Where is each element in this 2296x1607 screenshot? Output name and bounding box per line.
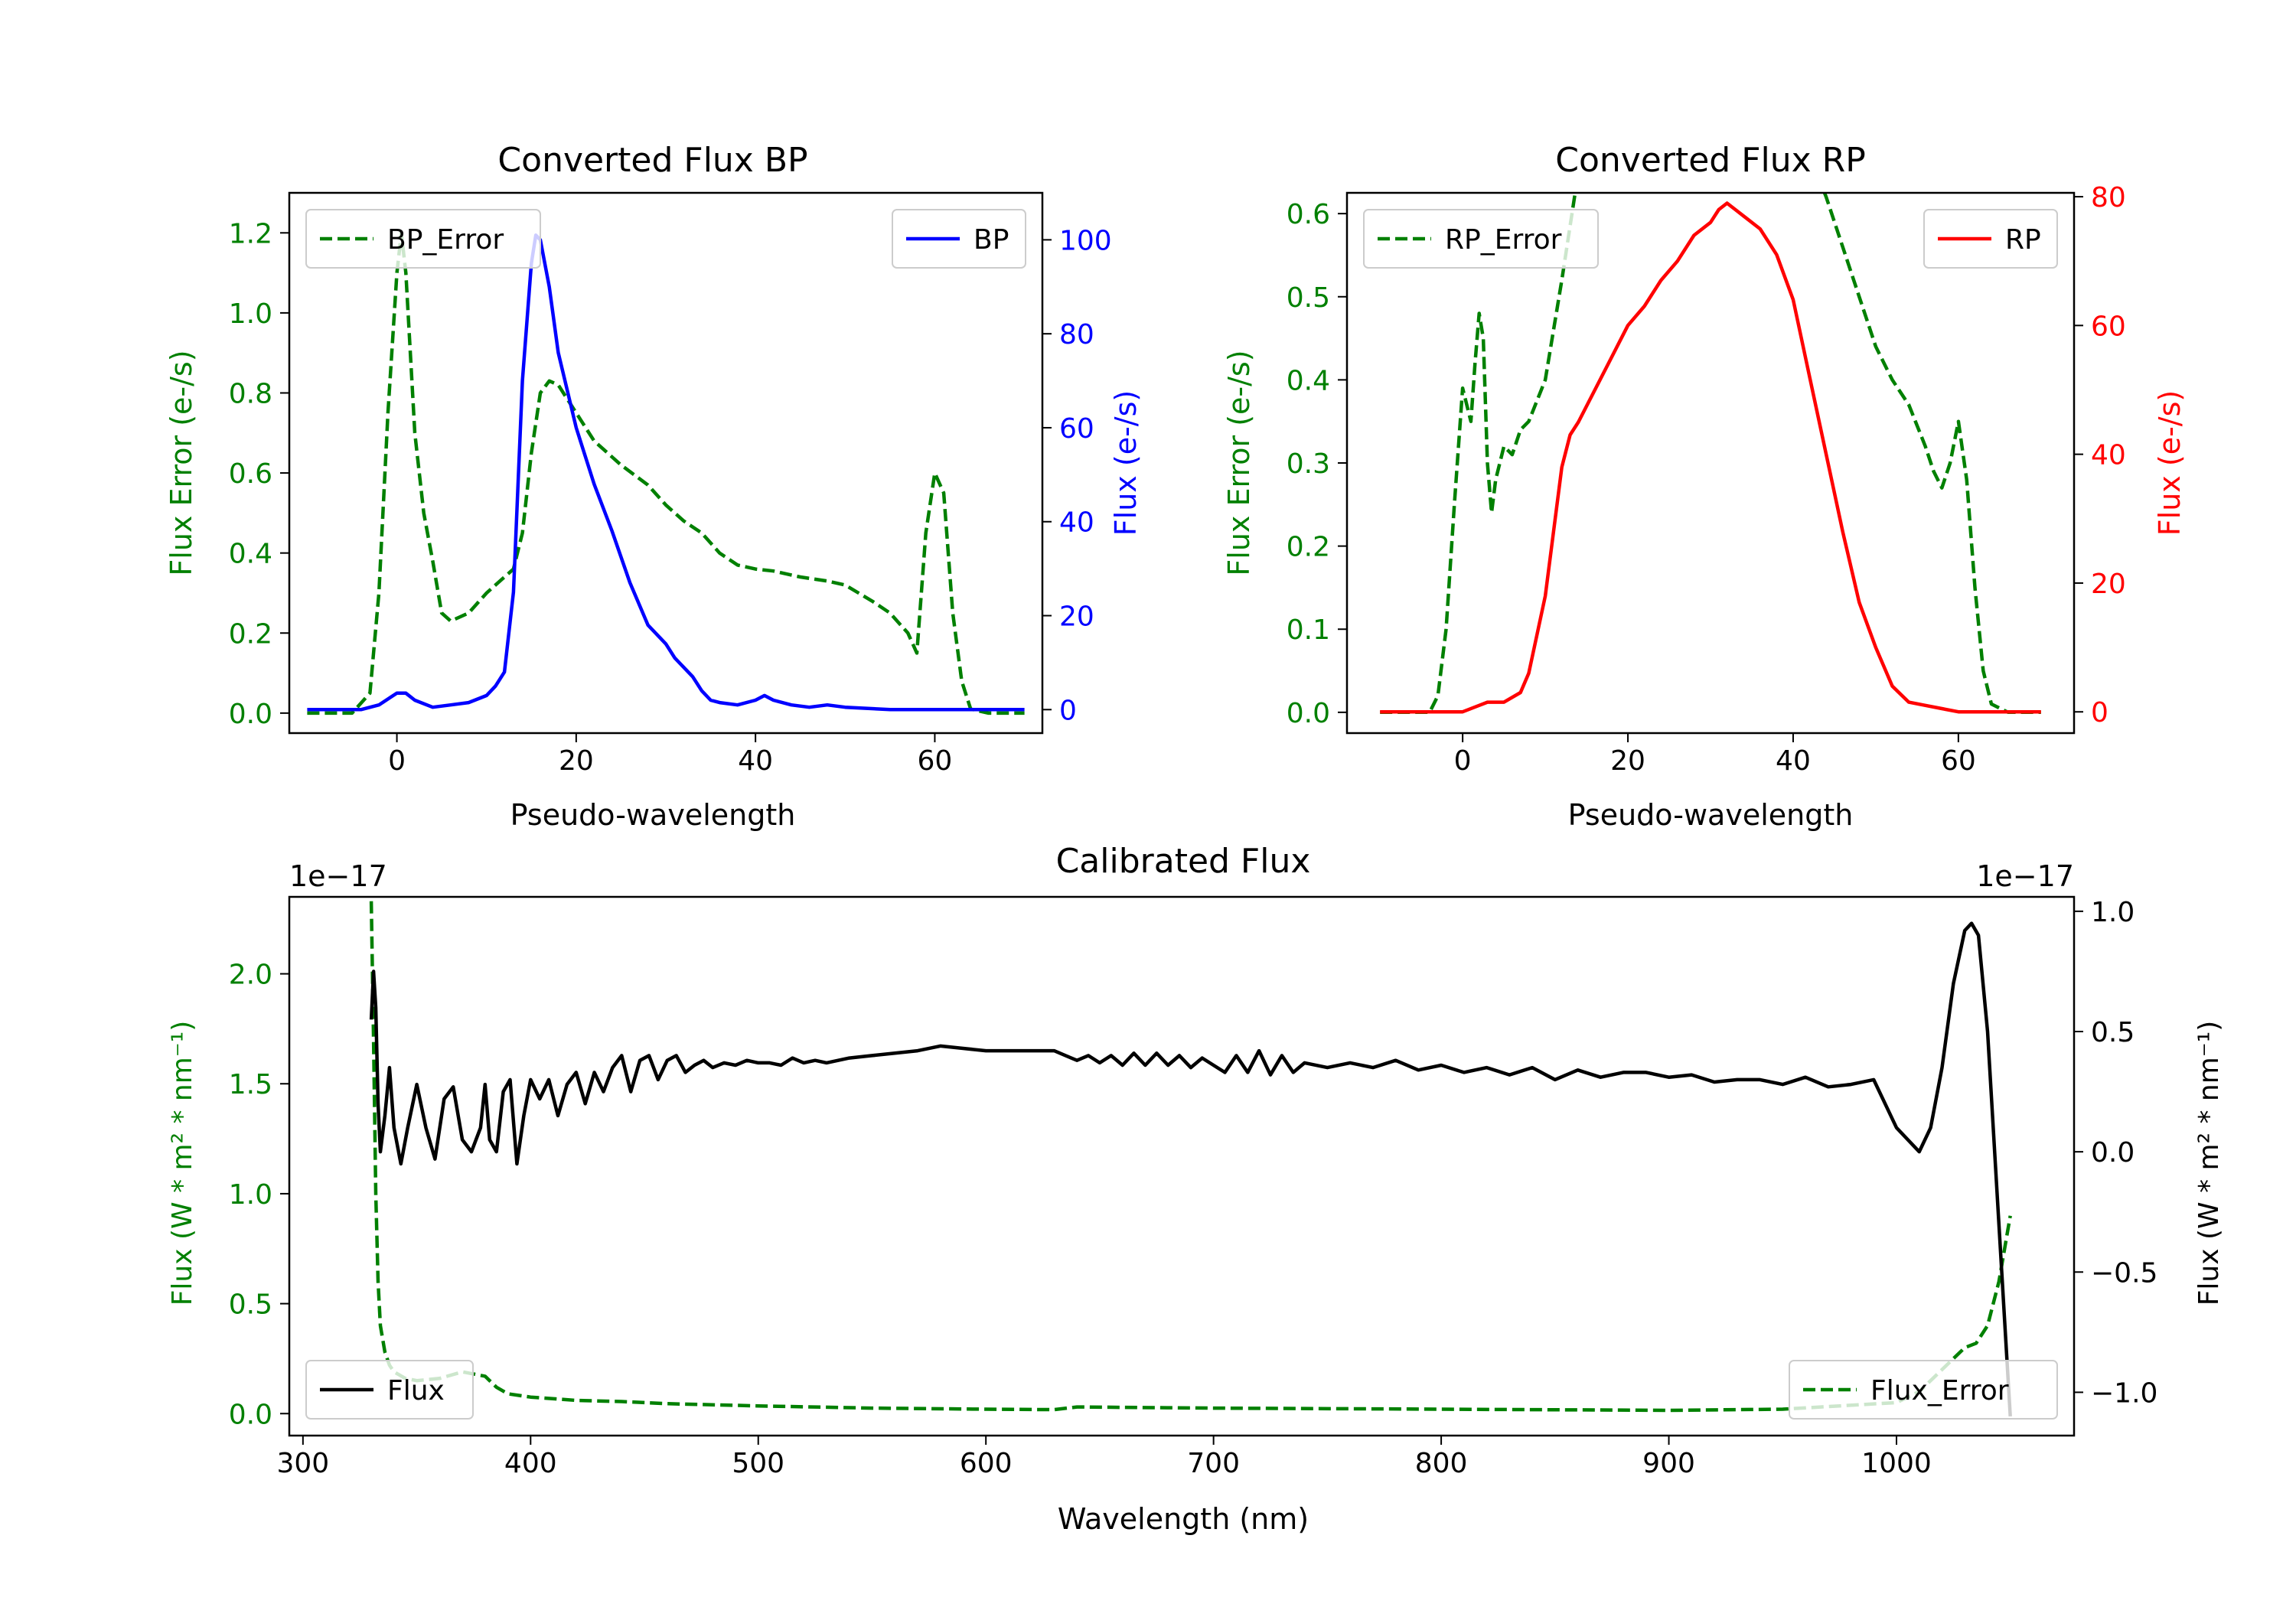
rp-title: Converted Flux RP	[1555, 141, 1866, 180]
calibrated-ytick-right-label: 0.5	[2091, 1017, 2135, 1048]
rp-ytick-right-label: 60	[2091, 311, 2126, 342]
rp-xtick-label: 60	[1941, 745, 1976, 777]
rp-ytick-left-label: 0.1	[1287, 614, 1330, 646]
bp-ytick-left-label: 0.2	[229, 618, 272, 650]
calibrated-ylabel-right: Flux (W * m² * nm⁻¹)	[2193, 1021, 2225, 1306]
rp-ytick-left-label: 0.2	[1287, 532, 1330, 563]
rp-legend-a: RP_Error	[1363, 209, 1599, 269]
bp-legend-b: BP	[892, 209, 1026, 269]
calibrated-xtick-label: 1000	[1861, 1448, 1932, 1479]
bp-legend-label: BP	[974, 224, 1009, 256]
rp-xtick-label: 40	[1776, 745, 1811, 777]
calibrated-series-group	[369, 901, 2012, 1417]
rp-xtick-label: 0	[1454, 745, 1472, 777]
bp-ytick-left-label: 0.8	[229, 378, 272, 409]
rp-panel: Converted Flux RP Pseudo-wavelength Flux…	[1222, 141, 2187, 832]
bp-legend-box	[305, 209, 541, 269]
calibrated-ytick-right-label: 0.0	[2091, 1137, 2135, 1169]
rp-ytick-left-label: 0.3	[1287, 448, 1330, 480]
calibrated-ytick-right-label: 1.0	[2091, 897, 2135, 928]
rp-ylabel-left: Flux Error (e-/s)	[1222, 350, 1256, 575]
calibrated-ytick-left-label: 1.5	[229, 1069, 272, 1100]
rp-ytick-right-label: 0	[2091, 697, 2108, 729]
bp-panel: Converted Flux BP Pseudo-wavelength Flux…	[165, 141, 1143, 832]
calibrated-xtick-label: 300	[276, 1448, 329, 1479]
bp-xlabel: Pseudo-wavelength	[510, 798, 796, 832]
rp-ytick-left-label: 0.4	[1287, 365, 1330, 396]
bp-axes-frame	[288, 191, 1044, 735]
calibrated-xtick-label: 700	[1187, 1448, 1240, 1479]
calibrated-ytick-left-label: 0.5	[229, 1289, 272, 1321]
bp-xtick-label: 20	[559, 745, 594, 777]
calibrated-legend-box	[305, 1360, 474, 1420]
rp-ytick-right-label: 20	[2091, 569, 2126, 600]
rp-series-group	[1380, 193, 2041, 715]
bp-ytick-left-label: 0.6	[229, 458, 272, 490]
calibrated-axes-frame	[288, 895, 2076, 1437]
calibrated-xlabel: Wavelength (nm)	[1058, 1502, 1309, 1536]
rp-xlabel: Pseudo-wavelength	[1568, 798, 1854, 832]
calibrated-xtick-label: 900	[1642, 1448, 1695, 1479]
bp-ytick-left-label: 0.4	[229, 539, 272, 570]
bp-title: Converted Flux BP	[497, 141, 807, 180]
calibrated-xtick-label: 600	[960, 1448, 1013, 1479]
bp-xtick-label: 60	[918, 745, 953, 777]
bp-ytick-right-label: 60	[1059, 413, 1094, 445]
rp-series-rp-error	[1380, 193, 2041, 715]
rp-ytick-right-label: 40	[2091, 440, 2126, 471]
calibrated-legend-box	[1789, 1360, 2058, 1420]
calibrated-ytick-right-label: −0.5	[2091, 1257, 2157, 1289]
bp-ytick-left-label: 1.0	[229, 298, 272, 330]
rp-ylabel-right: Flux (e-/s)	[2153, 390, 2187, 536]
bp-legend-a: BP_Error	[305, 209, 541, 269]
bp-ytick-right-label: 40	[1059, 507, 1094, 539]
bp-series-group	[307, 231, 1025, 715]
calibrated-legend-label: Flux_Error	[1870, 1375, 2009, 1407]
bp-series-bp-error	[307, 231, 1025, 715]
calibrated-ylabel-left: Flux (W * m² * nm⁻¹)	[167, 1021, 198, 1306]
rp-ytick-left-label: 0.0	[1287, 698, 1330, 729]
bp-ylabel-left: Flux Error (e-/s)	[165, 350, 198, 575]
rp-xtick-label: 20	[1610, 745, 1645, 777]
bp-ytick-right-label: 20	[1059, 601, 1094, 633]
calibrated-xtick-label: 800	[1415, 1448, 1468, 1479]
calibrated-ytick-right-label: −1.0	[2091, 1377, 2157, 1409]
calibrated-xtick-label: 500	[732, 1448, 784, 1479]
bp-ytick-right-label: 80	[1059, 319, 1094, 350]
bp-legend-label: BP_Error	[387, 224, 504, 256]
calibrated-offset-right: 1e−17	[1976, 859, 2074, 893]
calibrated-ytick-left-label: 2.0	[229, 960, 272, 991]
bp-ytick-left-label: 1.2	[229, 218, 272, 249]
calibrated-series-flux-error	[369, 901, 2012, 1413]
calibrated-panel: Calibrated Flux Wavelength (nm) Flux (W …	[167, 842, 2225, 1536]
calibrated-series-flux	[369, 921, 2012, 1417]
rp-ytick-left-label: 0.5	[1287, 282, 1330, 314]
rp-ytick-right-label: 80	[2091, 182, 2126, 214]
rp-legend-label: RP_Error	[1445, 224, 1562, 256]
calibrated-legend-label: Flux	[387, 1375, 445, 1407]
rp-ytick-left-label: 0.6	[1287, 199, 1330, 230]
calibrated-xtick-label: 400	[504, 1448, 557, 1479]
bp-xtick-label: 40	[738, 745, 773, 777]
calibrated-ytick-left-label: 0.0	[229, 1399, 272, 1430]
calibrated-ytick-left-label: 1.0	[229, 1179, 272, 1211]
bp-ylabel-right: Flux (e-/s)	[1109, 390, 1143, 536]
calibrated-offset-left: 1e−17	[289, 859, 387, 893]
calibrated-legend-b: Flux_Error	[1789, 1360, 2058, 1420]
rp-legend-label: RP	[2005, 224, 2041, 256]
bp-ytick-right-label: 100	[1059, 225, 1112, 256]
rp-legend-box	[1363, 209, 1599, 269]
calibrated-legend-a: Flux	[305, 1360, 474, 1420]
calibrated-title: Calibrated Flux	[1056, 842, 1311, 881]
bp-ytick-left-label: 0.0	[229, 699, 272, 730]
bp-xtick-label: 0	[388, 745, 406, 777]
rp-series-rp	[1380, 201, 2041, 714]
rp-legend-b: RP	[1923, 209, 2058, 269]
bp-series-bp	[307, 233, 1025, 712]
bp-ytick-right-label: 0	[1059, 695, 1077, 726]
